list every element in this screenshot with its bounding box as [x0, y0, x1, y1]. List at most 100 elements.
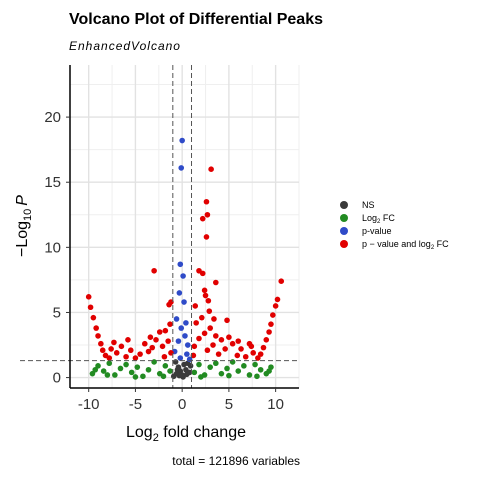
data-point: [213, 333, 219, 339]
data-point: [162, 327, 169, 334]
legend: NS Log2 FCp-value p − value and log2 FC: [340, 200, 449, 251]
data-point: [177, 355, 184, 361]
data-point: [123, 361, 129, 368]
cutoff-lines: [20, 65, 299, 388]
data-point: [184, 351, 190, 357]
y-tick-label: 5: [53, 304, 61, 321]
data-point: [210, 342, 216, 348]
data-point: [160, 373, 167, 380]
data-point: [203, 198, 210, 205]
data-point: [213, 360, 219, 367]
data-point: [191, 343, 198, 350]
data-point: [132, 374, 139, 380]
legend-marker-pval: [340, 227, 348, 235]
data-point: [117, 365, 124, 372]
data-point: [156, 329, 163, 335]
data-point: [187, 363, 194, 369]
data-point: [165, 338, 171, 344]
data-point: [159, 343, 166, 350]
data-point: [199, 215, 206, 222]
axes: [66, 65, 299, 392]
data-point: [196, 361, 202, 368]
data-point: [174, 366, 181, 373]
data-point: [123, 353, 129, 360]
data-point: [257, 351, 264, 357]
data-point: [151, 359, 157, 365]
data-point: [95, 363, 101, 369]
data-point: [87, 304, 94, 311]
legend-marker-both: [340, 240, 348, 248]
data-point: [263, 337, 270, 343]
data-point: [198, 374, 204, 380]
data-point: [208, 166, 214, 172]
data-point: [224, 365, 230, 372]
data-point: [226, 372, 232, 379]
data-point: [202, 292, 209, 299]
data-point: [250, 350, 256, 356]
data-point: [100, 368, 107, 374]
data-point: [191, 369, 198, 376]
data-point: [151, 267, 157, 274]
x-tick-label: 0: [178, 396, 186, 413]
x-tick-label: -5: [129, 396, 142, 413]
data-point: [118, 343, 125, 350]
data-point: [104, 372, 111, 378]
data-point: [95, 333, 101, 339]
data-point: [178, 325, 185, 331]
data-point: [161, 353, 168, 360]
data-point: [134, 364, 141, 370]
y-axis-title: −Log10P: [14, 195, 34, 257]
data-point: [108, 346, 114, 352]
data-point: [90, 314, 97, 321]
data-point: [274, 296, 281, 303]
data-point: [176, 372, 183, 379]
data-point: [175, 338, 182, 344]
x-axis-title: Log2 fold change: [126, 424, 246, 444]
data-point: [147, 334, 154, 341]
data-point: [98, 340, 104, 347]
y-tick-label: 15: [44, 174, 61, 191]
legend-label-log2fc: Log2 FC: [362, 213, 395, 225]
data-point: [218, 337, 225, 343]
data-point: [226, 334, 232, 341]
chart-title: Volcano Plot of Differential Peaks: [69, 11, 323, 28]
data-point: [268, 321, 274, 327]
x-tick-label: 5: [225, 396, 233, 413]
data-point: [204, 211, 211, 218]
data-point: [184, 371, 190, 378]
data-point: [278, 278, 285, 285]
data-point: [89, 370, 96, 377]
data-point: [182, 333, 188, 339]
data-point: [207, 325, 214, 331]
data-point: [270, 312, 276, 318]
data-point: [242, 353, 249, 360]
data-point: [201, 287, 208, 294]
y-tick-label: 0: [53, 370, 61, 387]
data-point: [127, 347, 134, 354]
data-point: [224, 317, 230, 324]
data-point: [255, 355, 261, 361]
data-point: [162, 363, 169, 369]
data-point: [198, 314, 205, 321]
data-point: [266, 329, 272, 335]
legend-label-ns: NS: [362, 200, 375, 210]
data-point: [206, 308, 213, 314]
data-point: [93, 325, 99, 331]
data-point: [203, 234, 210, 240]
data-point: [112, 372, 118, 378]
data-point: [177, 261, 184, 268]
tick-labels: -10 -5 0 5 10 0 5 10 15 20: [44, 109, 284, 413]
data-point: [193, 320, 199, 326]
data-point: [173, 316, 180, 322]
chart-caption: total = 121896 variables: [172, 454, 300, 468]
legend-marker-ns: [340, 201, 348, 209]
data-point: [149, 344, 156, 351]
data-point: [128, 369, 135, 376]
data-point: [183, 320, 189, 326]
data-point: [179, 137, 185, 144]
data-point: [205, 297, 212, 304]
data-point: [85, 294, 92, 300]
data-point: [180, 273, 186, 279]
data-point: [184, 342, 191, 348]
